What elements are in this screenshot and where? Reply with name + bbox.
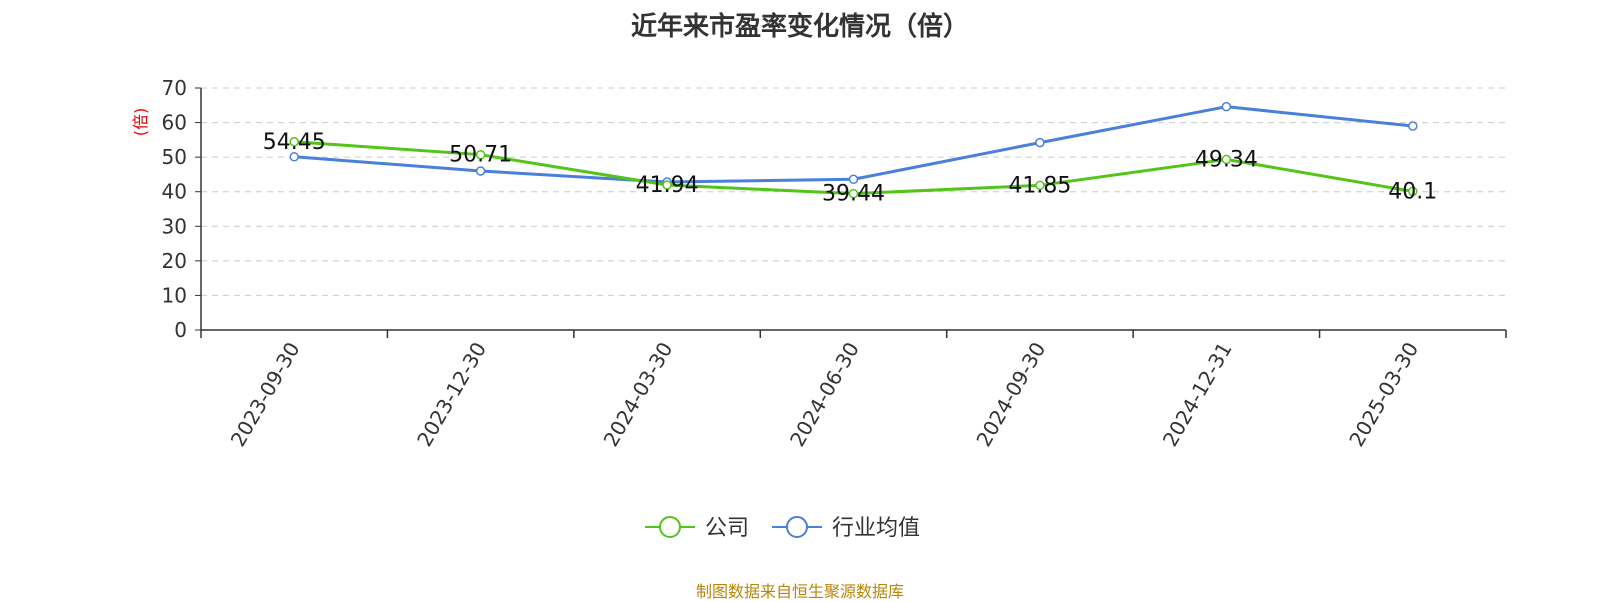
y-axis-label: (倍) bbox=[131, 108, 150, 137]
data-point[interactable] bbox=[848, 188, 859, 199]
data-point[interactable] bbox=[289, 152, 299, 162]
series bbox=[289, 101, 1418, 199]
data-label: 41.85 bbox=[1008, 173, 1071, 198]
legend-label: 行业均值 bbox=[832, 516, 920, 541]
data-point[interactable] bbox=[1221, 101, 1232, 112]
axes: 0 10 20 30 40 50 60 70 2023-09-30 2023-12-30 2024-… bbox=[162, 76, 1507, 451]
x-tick-label: 2025-03-30 bbox=[1344, 338, 1423, 451]
data-point[interactable] bbox=[475, 166, 486, 176]
source-note: 制图数据来自恒生聚源数据库 bbox=[695, 582, 904, 601]
y-tick-label: 10 bbox=[162, 283, 187, 307]
y-tick-label: 40 bbox=[162, 180, 187, 204]
legend-marker bbox=[659, 516, 681, 538]
y-tick-label: 30 bbox=[162, 214, 187, 238]
y-tick-label: 60 bbox=[162, 111, 187, 135]
data-point[interactable] bbox=[1035, 137, 1045, 148]
x-tick-label: 2024-09-30 bbox=[971, 338, 1050, 451]
data-labels: 54.45 50.71 41.94 39.44 41.85 49.34 40.1 bbox=[263, 130, 1438, 207]
y-tick-label: 20 bbox=[162, 249, 187, 273]
data-point[interactable] bbox=[1408, 121, 1418, 131]
legend[interactable]: 公司 行业均值 bbox=[645, 516, 920, 541]
data-point[interactable] bbox=[475, 149, 486, 160]
data-label: 49.34 bbox=[1195, 147, 1258, 172]
x-tick-label: 2024-03-30 bbox=[599, 338, 678, 451]
data-point[interactable] bbox=[1408, 186, 1418, 197]
x-tick-label: 2023-09-30 bbox=[226, 338, 305, 451]
data-point[interactable] bbox=[289, 137, 299, 147]
data-label: 50.71 bbox=[449, 143, 512, 168]
legend-item-1[interactable]: 行业均值 bbox=[772, 516, 920, 541]
data-point[interactable] bbox=[848, 174, 859, 185]
data-label: 41.94 bbox=[636, 173, 699, 198]
data-label: 39.44 bbox=[822, 182, 885, 207]
y-tick-label: 50 bbox=[162, 145, 187, 169]
x-tick-label: 2024-12-31 bbox=[1158, 338, 1237, 451]
data-point[interactable] bbox=[1035, 180, 1045, 191]
legend-marker bbox=[786, 516, 808, 538]
x-tick-label: 2024-06-30 bbox=[785, 338, 864, 451]
data-label: 40.1 bbox=[1388, 179, 1437, 204]
x-tick-label: 2023-12-30 bbox=[412, 338, 491, 451]
legend-label: 公司 bbox=[705, 516, 749, 541]
data-point[interactable] bbox=[1221, 154, 1232, 165]
legend-item-0[interactable]: 公司 bbox=[645, 516, 749, 541]
y-tick-label: 0 bbox=[174, 318, 187, 342]
chart-title: 近年来市盈率变化情况（倍） bbox=[630, 12, 969, 42]
data-label: 54.45 bbox=[263, 130, 326, 155]
data-point[interactable] bbox=[662, 180, 672, 190]
y-tick-label: 70 bbox=[162, 76, 187, 100]
